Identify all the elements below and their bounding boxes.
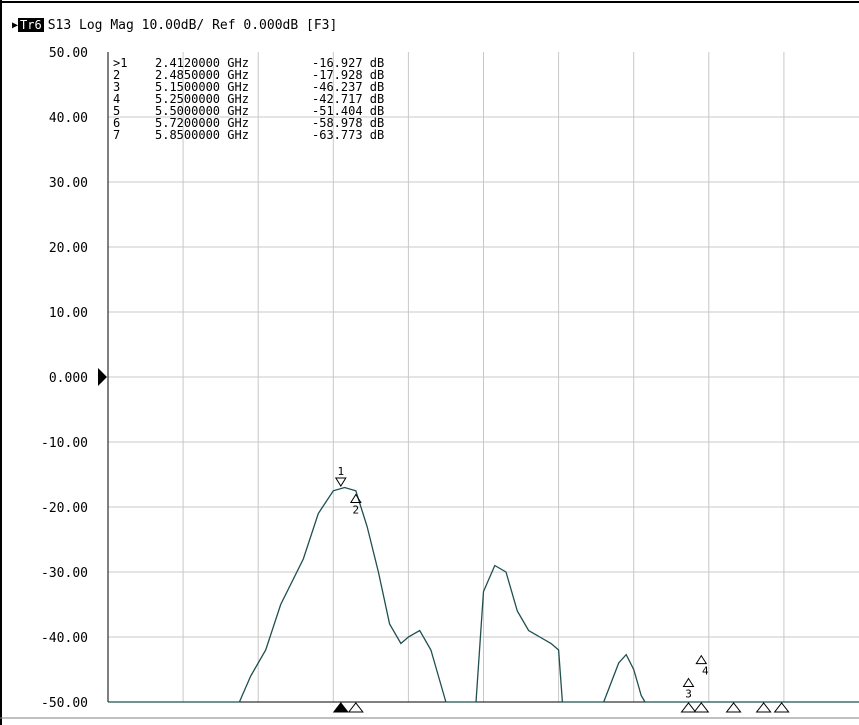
marker-table-value: -51.404 dB <box>312 104 384 118</box>
trace-line <box>108 486 859 703</box>
marker-number-label: 3 <box>685 688 692 701</box>
marker-table-number: 2 <box>113 68 120 82</box>
y-tick-label: 0.000 <box>49 371 88 386</box>
marker-table-frequency: 5.7200000 GHz <box>155 116 249 130</box>
marker-table-value: -58.978 dB <box>312 116 384 130</box>
marker-number-label: 1 <box>337 465 344 478</box>
y-tick-label: 30.00 <box>49 176 88 191</box>
y-tick-label: 10.00 <box>49 306 88 321</box>
active-trace-arrow-icon: ▶ <box>12 20 19 31</box>
y-tick-label: -20.00 <box>41 501 88 516</box>
bottom-marker-icon <box>755 702 772 713</box>
marker-triangle-down-icon <box>334 477 347 487</box>
marker-number-label: 2 <box>353 504 360 517</box>
marker-table-frequency: 5.8500000 GHz <box>155 128 249 142</box>
bottom-marker-icon <box>693 702 710 713</box>
marker-table-number: 5 <box>113 104 120 118</box>
y-tick-label: 20.00 <box>49 241 88 256</box>
marker-table-frequency: 5.1500000 GHz <box>155 80 249 94</box>
marker-table-value: -17.928 dB <box>312 68 384 82</box>
marker-table-number: >1 <box>113 56 127 70</box>
bottom-marker-icon <box>347 702 364 713</box>
trace-id-badge[interactable]: Tr6 <box>18 18 44 32</box>
marker-table-number: 3 <box>113 80 120 94</box>
y-tick-label: -10.00 <box>41 436 88 451</box>
bottom-marker-icon <box>680 702 697 713</box>
marker-table-frequency: 2.4120000 GHz <box>155 56 249 70</box>
marker-table-frequency: 5.5000000 GHz <box>155 104 249 118</box>
marker-table-value: -46.237 dB <box>312 80 384 94</box>
marker-table-value: -42.717 dB <box>312 92 384 106</box>
marker-table-frequency: 2.4850000 GHz <box>155 68 249 82</box>
marker-triangle-up-icon <box>349 493 362 504</box>
marker-table-number: 6 <box>113 116 120 130</box>
bottom-marker-icon <box>773 702 790 713</box>
marker-table-frequency: 5.2500000 GHz <box>155 92 249 106</box>
marker-number-label: 4 <box>702 665 709 678</box>
reference-level-arrow-icon <box>98 368 107 386</box>
bottom-marker-icon <box>332 702 349 713</box>
trace-header[interactable]: ▶ Tr6 S13 Log Mag 10.00dB/ Ref 0.000dB [F3… <box>12 18 337 36</box>
marker-table-number: 4 <box>113 92 120 106</box>
marker-table-value: -16.927 dB <box>312 56 384 70</box>
marker-triangle-up-icon <box>695 654 708 665</box>
trace-settings-text: S13 Log Mag 10.00dB/ Ref 0.000dB [F3] <box>47 18 338 33</box>
y-tick-label: -50.00 <box>41 696 88 711</box>
y-tick-label: 50.00 <box>49 46 88 61</box>
y-tick-label: 40.00 <box>49 111 88 126</box>
bottom-marker-icon <box>725 702 742 713</box>
y-tick-label: -30.00 <box>41 566 88 581</box>
y-tick-label: -40.00 <box>41 631 88 646</box>
marker-triangle-up-icon <box>682 677 695 688</box>
marker-table-value: -63.773 dB <box>312 128 384 142</box>
marker-table-number: 7 <box>113 128 120 142</box>
